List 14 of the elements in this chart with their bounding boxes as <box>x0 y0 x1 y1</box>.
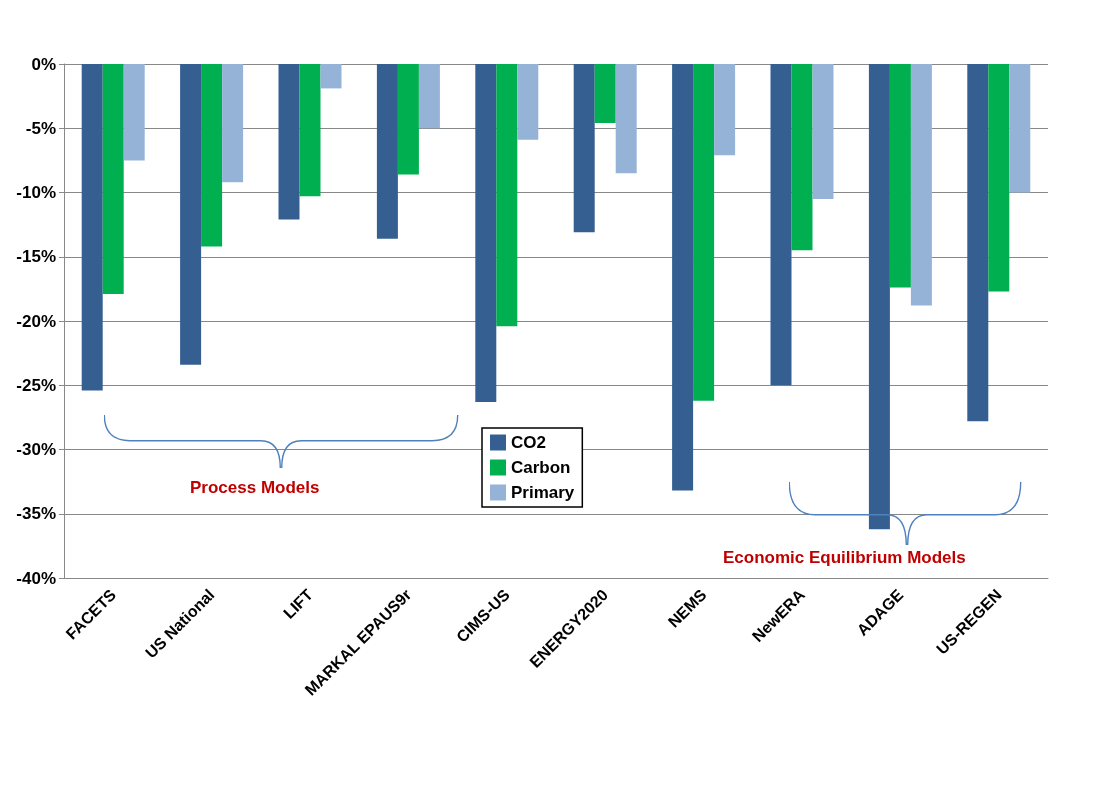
annotation: Process Models <box>190 478 320 498</box>
y-tick-label: 0% <box>31 54 56 74</box>
y-tick-label: -40% <box>16 568 56 588</box>
y-tick-label: -25% <box>16 375 56 395</box>
legend-label: Carbon <box>511 458 571 477</box>
y-tick-label: -20% <box>16 311 56 331</box>
annotation: Economic Equilibrium Models <box>723 548 966 568</box>
y-tick-label: -5% <box>25 118 56 138</box>
y-tick-label: -30% <box>16 440 56 459</box>
legend-label: CO2 <box>511 433 546 452</box>
y-tick-label: -10% <box>16 183 56 202</box>
y-tick-label: -15% <box>16 247 56 267</box>
legend-label: Primary <box>511 483 575 502</box>
y-tick-label: -35% <box>16 504 56 524</box>
